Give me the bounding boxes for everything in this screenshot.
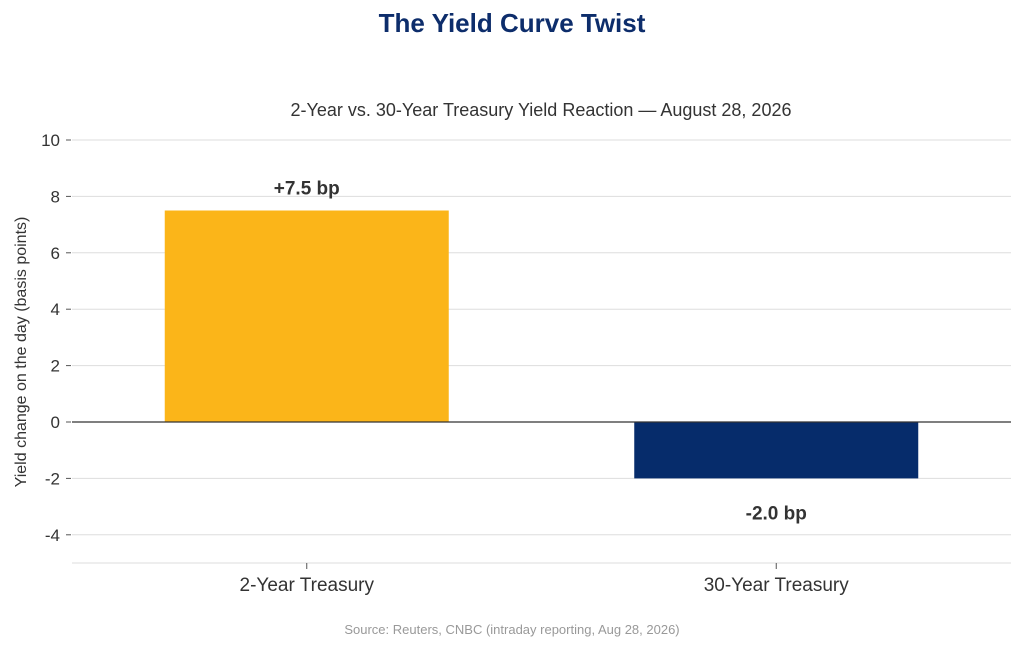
axes bbox=[66, 139, 1011, 569]
bar-two-year bbox=[164, 210, 449, 422]
data-label: +7.5 bp bbox=[274, 179, 340, 200]
y-tick-label: 10 bbox=[41, 131, 60, 150]
chart-subtitle: 2-Year vs. 30-Year Treasury Yield Reacti… bbox=[290, 100, 792, 120]
y-axis-label: Yield change on the day (basis points) bbox=[13, 217, 30, 488]
y-tick-label: -4 bbox=[45, 526, 60, 545]
y-tick-label: -2 bbox=[45, 469, 60, 488]
chart-title: The Yield Curve Twist bbox=[378, 8, 646, 38]
x-tick-label: 2-Year Treasury bbox=[240, 575, 375, 596]
labels: 10 8 6 4 2 0 -2 -4 2-Year Treasury +7.5 bp 30-Year… bbox=[41, 131, 849, 596]
bar-thirty-year bbox=[634, 422, 919, 479]
source-note: Source: Reuters, CNBC (intraday reportin… bbox=[344, 622, 680, 637]
y-tick-label: 0 bbox=[51, 413, 60, 432]
data-label: -2.0 bp bbox=[746, 503, 807, 524]
y-tick-label: 4 bbox=[51, 300, 60, 319]
y-tick-label: 2 bbox=[51, 357, 60, 376]
y-tick-label: 6 bbox=[51, 244, 60, 263]
x-tick-label: 30-Year Treasury bbox=[704, 575, 850, 596]
bars bbox=[164, 210, 919, 479]
y-tick-label: 8 bbox=[51, 187, 60, 206]
